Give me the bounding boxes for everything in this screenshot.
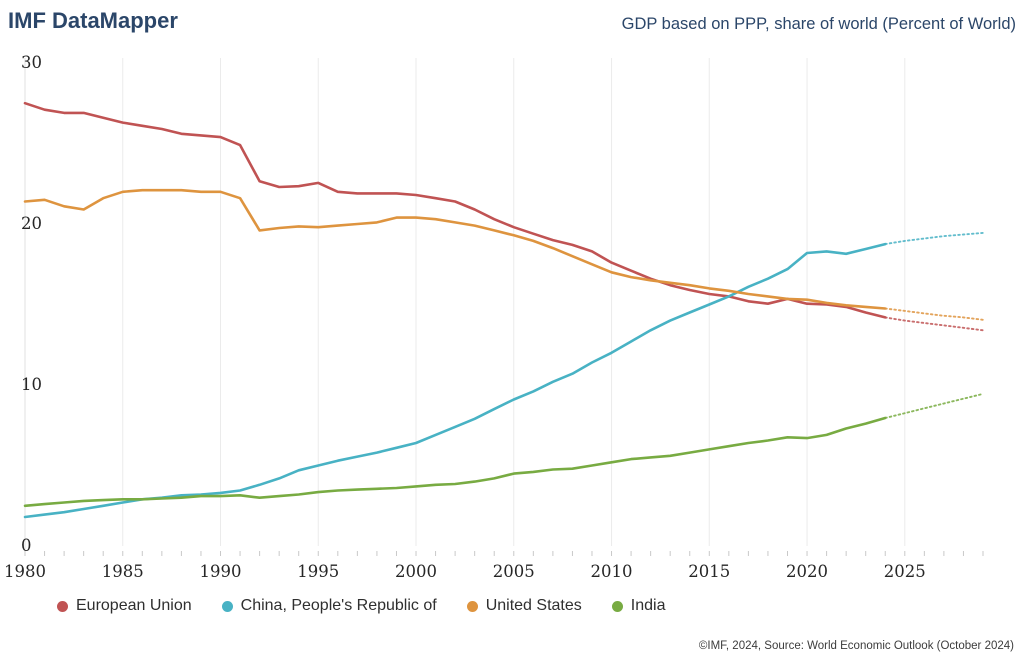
- chart-legend: European Union China, People's Republic …: [57, 597, 665, 615]
- series-line-india[interactable]: [23, 416, 887, 508]
- y-axis-tick-label: 0: [21, 536, 32, 555]
- y-axis-tick-label: 20: [21, 214, 42, 233]
- united-states-series-dot-icon: [466, 600, 478, 612]
- legend-label: China, People's Republic of: [240, 597, 437, 614]
- legend-item-european-union[interactable]: European Union: [57, 597, 192, 615]
- y-axis-tick-label: 10: [21, 375, 42, 394]
- series-line-india[interactable]: [884, 392, 984, 419]
- x-axis-tick-label: 1985: [101, 562, 144, 581]
- attribution-text: ©IMF, 2024, Source: World Economic Outlo…: [698, 640, 1014, 652]
- chart-title: GDP based on PPP, share of world (Percen…: [621, 15, 1016, 33]
- x-axis-tick-label: 1995: [297, 562, 340, 581]
- legend-item-china[interactable]: China, People's Republic of: [221, 597, 437, 615]
- european-union-series-dot-icon: [57, 600, 68, 612]
- series-line-european-union[interactable]: [23, 101, 887, 319]
- legend-label: India: [630, 597, 666, 614]
- app-title: IMF DataMapper: [8, 8, 178, 33]
- series-line-china-people-s-republic-of[interactable]: [23, 242, 887, 519]
- legend-label: European Union: [76, 597, 192, 614]
- x-axis-tick-label: 1990: [199, 562, 242, 581]
- x-axis-tick-label: 2005: [492, 562, 535, 581]
- legend-item-united-states[interactable]: United States: [466, 597, 582, 615]
- series-line-china-people-s-republic-of[interactable]: [884, 231, 984, 246]
- series-line-united-states[interactable]: [884, 307, 984, 321]
- china-series-dot-icon: [221, 600, 233, 612]
- x-axis-tick-label: 2025: [883, 562, 926, 581]
- india-series-dot-icon: [611, 600, 623, 612]
- series-line-united-states[interactable]: [23, 188, 887, 310]
- legend-item-india[interactable]: India: [611, 597, 666, 615]
- x-axis-tick-label: 2010: [590, 562, 633, 581]
- x-axis-tick-label: 2020: [786, 562, 829, 581]
- x-axis-tick-label: 1980: [4, 562, 46, 581]
- legend-label: United States: [485, 597, 582, 614]
- y-axis-tick-label: 30: [21, 53, 42, 72]
- series-line-european-union[interactable]: [884, 316, 984, 332]
- x-axis-tick-label: 2015: [688, 562, 731, 581]
- x-axis-tick-label: 2000: [395, 562, 438, 581]
